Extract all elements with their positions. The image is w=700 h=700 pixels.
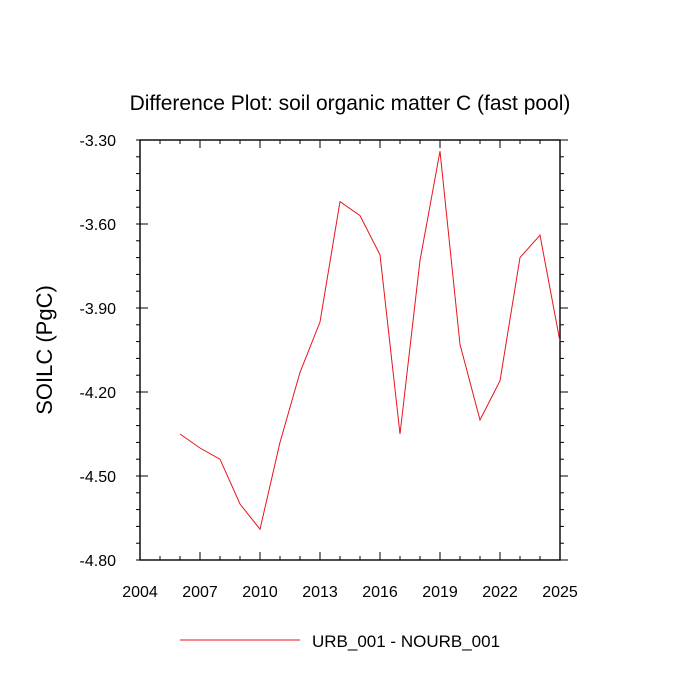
plot-axes [139,139,561,561]
series-line-0 [179,151,561,531]
legend-label: URB_001 - NOURB_001 [312,632,500,651]
y-tick-label: -4.80 [80,553,117,570]
tick-labels: 2004 2007 2010 2013 2016 2019 2022 2025 -3.30 -3.… [80,133,578,601]
y-tick-label: -3.90 [80,301,117,318]
y-tick-label: -3.30 [80,133,117,150]
legend: URB_001 - NOURB_001 [180,632,500,651]
chart-title: Difference Plot: soil organic matter C (… [130,92,571,115]
x-tick-label: 2019 [422,584,458,601]
x-tick-label: 2025 [542,584,578,601]
plot-frame [139,139,561,561]
y-axis-label: SOILC (PgC) [32,285,57,415]
y-tick-label: -4.50 [80,469,117,486]
axis-ticks [136,139,568,561]
x-tick-label: 2004 [122,584,158,601]
x-tick-label: 2007 [182,584,218,601]
x-tick-label: 2013 [302,584,338,601]
series-lines [179,151,561,531]
y-tick-label: -3.60 [80,217,117,234]
x-tick-label: 2016 [362,584,398,601]
x-tick-label: 2010 [242,584,278,601]
y-tick-label: -4.20 [80,385,117,402]
x-tick-label: 2022 [482,584,518,601]
